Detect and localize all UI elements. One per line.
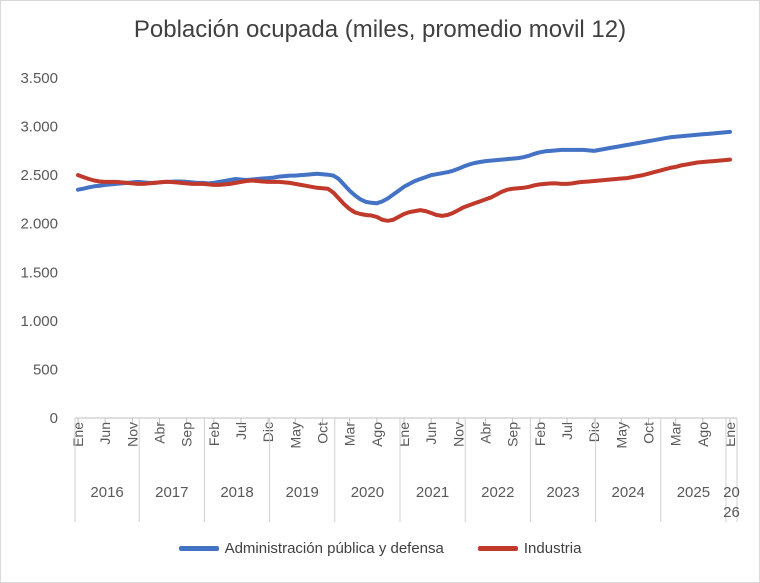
legend-label-industria: Industria: [523, 540, 582, 557]
legend-swatch-industria: [477, 546, 518, 551]
chart-legend: Administración pública y defensa Industr…: [0, 540, 760, 557]
x-month-label: Mar: [668, 422, 684, 446]
series-line-industria: [76, 157, 732, 223]
legend-label-admin: Administración pública y defensa: [224, 540, 444, 557]
y-tick-label: 3.000: [20, 119, 58, 136]
x-month-label: Ene: [722, 422, 738, 447]
x-month-label: Nov: [124, 422, 140, 447]
x-month-label: Oct: [315, 422, 331, 444]
x-month-label: Sep: [179, 422, 195, 447]
x-month-label: Dic: [260, 422, 276, 442]
x-year-label: 2016: [90, 484, 123, 501]
x-month-label: Ago: [695, 422, 711, 447]
y-tick-label: 500: [33, 361, 58, 378]
x-year-label: 2017: [155, 484, 188, 501]
x-month-label: Dic: [586, 422, 602, 442]
x-month-label: May: [287, 422, 303, 448]
x-month-label: Mar: [342, 422, 358, 446]
y-tick-label: 1.500: [20, 264, 58, 281]
x-month-label: Jul: [233, 422, 249, 440]
x-year-label: 26: [723, 504, 740, 521]
chart-title: Población ocupada (miles, promedio movil…: [133, 16, 627, 43]
x-year-label: 2018: [220, 484, 253, 501]
y-tick-label: 2.000: [20, 216, 58, 233]
x-month-label: Feb: [532, 422, 548, 446]
y-tick-label: 2.500: [20, 167, 58, 184]
legend-item-industria: Industria: [477, 540, 582, 557]
x-month-label: Feb: [206, 422, 222, 446]
x-year-label: 2019: [286, 484, 319, 501]
x-month-label: Sep: [505, 422, 521, 447]
x-month-label: Jun: [97, 422, 113, 445]
series-line-admin: [76, 129, 732, 206]
x-year-label: 2023: [546, 484, 579, 501]
x-month-label: Ene: [70, 422, 86, 447]
x-month-label: Jul: [559, 422, 575, 440]
y-tick-label: 1.000: [20, 313, 58, 330]
y-tick-label: 0: [50, 410, 58, 427]
x-year-label: 2022: [481, 484, 514, 501]
x-year-label: 2024: [612, 484, 645, 501]
x-month-label: Jun: [423, 422, 439, 445]
x-month-label: Nov: [450, 422, 466, 447]
x-year-label: 20: [723, 484, 740, 501]
x-month-label: Ene: [396, 422, 412, 447]
x-month-label: May: [613, 422, 629, 448]
x-month-label: Ago: [369, 422, 385, 447]
x-year-label: 2020: [351, 484, 384, 501]
x-month-label: Oct: [641, 422, 657, 444]
x-year-label: 2021: [416, 484, 449, 501]
y-tick-label: 3.500: [20, 70, 58, 87]
x-month-label: Abr: [478, 422, 494, 444]
x-month-label: Abr: [152, 422, 168, 444]
legend-item-admin: Administración pública y defensa: [178, 540, 444, 557]
legend-swatch-admin: [178, 546, 219, 551]
x-year-label: 2025: [677, 484, 710, 501]
